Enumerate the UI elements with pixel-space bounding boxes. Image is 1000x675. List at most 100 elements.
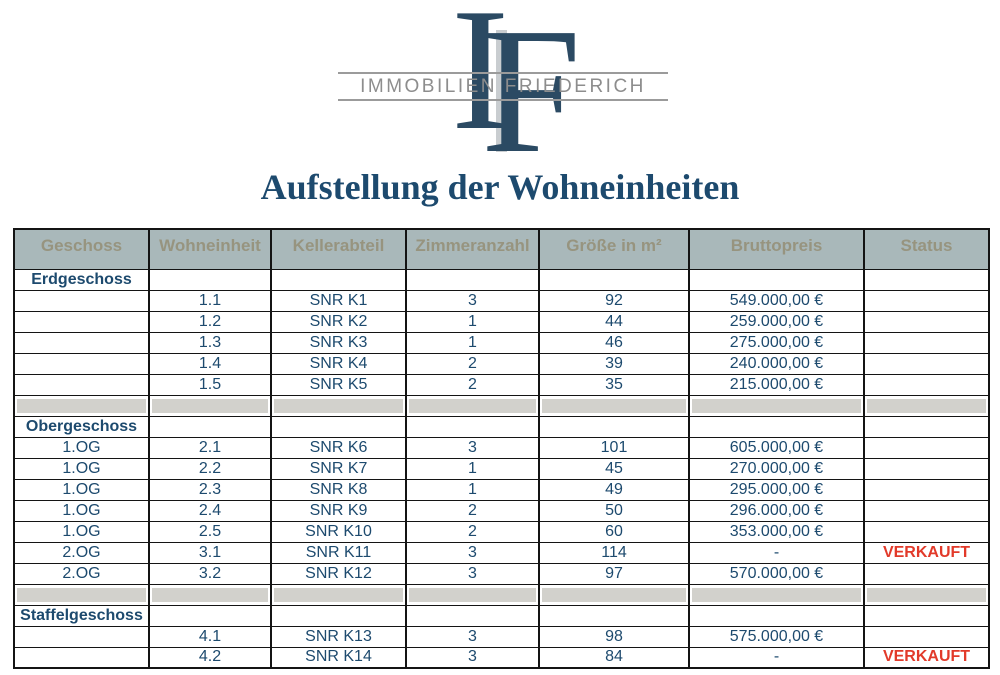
table-cell: SNR K9 xyxy=(270,499,407,522)
table-cell xyxy=(863,436,990,459)
table-cell: 270.000,00 € xyxy=(688,457,865,480)
table-cell: 575.000,00 € xyxy=(688,625,865,648)
table-cell xyxy=(13,331,150,354)
table-cell: 1 xyxy=(405,457,540,480)
table-cell: 1.3 xyxy=(148,331,272,354)
table-cell: SNR K5 xyxy=(270,373,407,396)
table-cell: 3 xyxy=(405,541,540,564)
table-cell xyxy=(863,499,990,522)
table-cell: 3 xyxy=(405,625,540,648)
table-cell: 3.2 xyxy=(148,562,272,585)
table-cell: SNR K6 xyxy=(270,436,407,459)
table-cell: 60 xyxy=(538,520,690,543)
separator-cell xyxy=(270,583,407,606)
table-cell xyxy=(863,415,990,438)
table-cell: SNR K4 xyxy=(270,352,407,375)
table-cell xyxy=(405,268,540,291)
table-cell xyxy=(405,604,540,627)
column-header: Geschoss xyxy=(13,228,150,270)
separator-block xyxy=(152,587,268,602)
table-cell: 1 xyxy=(405,310,540,333)
table-cell: SNR K11 xyxy=(270,541,407,564)
table-cell: 1.OG xyxy=(13,478,150,501)
table-cell xyxy=(13,289,150,312)
table-cell: 215.000,00 € xyxy=(688,373,865,396)
table-cell: SNR K8 xyxy=(270,478,407,501)
separator-block xyxy=(152,398,268,413)
table-cell: 1.1 xyxy=(148,289,272,312)
table-row: 1.5 SNR K5 2 35 215.000,00 € xyxy=(13,373,990,396)
table-cell: 240.000,00 € xyxy=(688,352,865,375)
separator-row xyxy=(13,394,990,417)
table-cell: 4.1 xyxy=(148,625,272,648)
table-cell: 2.4 xyxy=(148,499,272,522)
company-logo: I F IMMOBILIEN FRIEDERICH xyxy=(0,0,1000,181)
separator-cell xyxy=(863,583,990,606)
logo-shadow-bar xyxy=(496,30,507,152)
separator-cell xyxy=(538,394,690,417)
table-cell xyxy=(270,268,407,291)
table-cell xyxy=(148,604,272,627)
table-cell xyxy=(13,373,150,396)
separator-block xyxy=(542,398,686,413)
separator-block xyxy=(867,398,986,413)
separator-block xyxy=(692,398,861,413)
separator-block xyxy=(409,587,536,602)
table-cell xyxy=(405,415,540,438)
section-label: Erdgeschoss xyxy=(13,268,150,291)
table-cell: SNR K10 xyxy=(270,520,407,543)
table-cell: 296.000,00 € xyxy=(688,499,865,522)
separator-cell xyxy=(148,394,272,417)
section-row: Obergeschoss xyxy=(13,415,990,438)
table-cell: 3 xyxy=(405,562,540,585)
table-cell xyxy=(538,604,690,627)
table-cell: 295.000,00 € xyxy=(688,478,865,501)
page-title: Aufstellung der Wohneinheiten xyxy=(260,167,740,207)
table-cell: 2 xyxy=(405,499,540,522)
table-row: 1.OG 2.2 SNR K7 1 45 270.000,00 € xyxy=(13,457,990,480)
table-cell: 1.2 xyxy=(148,310,272,333)
table-row: 2.OG 3.2 SNR K12 3 97 570.000,00 € xyxy=(13,562,990,585)
status-badge: VERKAUFT xyxy=(863,646,990,669)
separator-block xyxy=(17,587,146,602)
table-cell: 1.OG xyxy=(13,457,150,480)
table-cell: 39 xyxy=(538,352,690,375)
column-header: Kellerabteil xyxy=(270,228,407,270)
table-cell: 97 xyxy=(538,562,690,585)
table-cell xyxy=(863,352,990,375)
table-cell xyxy=(270,604,407,627)
status-badge: VERKAUFT xyxy=(863,541,990,564)
column-header: Zimmeranzahl xyxy=(405,228,540,270)
separator-block xyxy=(17,398,146,413)
table-body: Erdgeschoss 1.1 SNR K1 3 92 549.000,00 €1.2 SN… xyxy=(13,268,990,669)
table-cell xyxy=(863,457,990,480)
table-cell: 275.000,00 € xyxy=(688,331,865,354)
table-cell: 2.OG xyxy=(13,562,150,585)
table-cell: 35 xyxy=(538,373,690,396)
table-row: 1.OG 2.4 SNR K9 2 50 296.000,00 € xyxy=(13,499,990,522)
table-row: 2.OG 3.1 SNR K11 3 114- VERKAUFT xyxy=(13,541,990,564)
table-cell: SNR K2 xyxy=(270,310,407,333)
table-cell: 1.OG xyxy=(13,520,150,543)
table-row: 4.2 SNR K14 3 84- VERKAUFT xyxy=(13,646,990,669)
table-cell: 1.OG xyxy=(13,499,150,522)
table-cell: - xyxy=(688,646,865,669)
separator-block xyxy=(692,587,861,602)
table-cell xyxy=(688,415,865,438)
table-cell: 2.5 xyxy=(148,520,272,543)
table-cell: 3 xyxy=(405,436,540,459)
separator-block xyxy=(274,398,403,413)
separator-cell xyxy=(688,394,865,417)
separator-block xyxy=(409,398,536,413)
separator-cell xyxy=(863,394,990,417)
table-cell: 353.000,00 € xyxy=(688,520,865,543)
table-cell xyxy=(13,646,150,669)
table-cell xyxy=(688,604,865,627)
logo-letter-i: I xyxy=(451,0,510,166)
table-cell: 259.000,00 € xyxy=(688,310,865,333)
table-cell: SNR K12 xyxy=(270,562,407,585)
separator-cell xyxy=(538,583,690,606)
separator-cell xyxy=(148,583,272,606)
table-cell xyxy=(688,268,865,291)
table-cell: 2.OG xyxy=(13,541,150,564)
